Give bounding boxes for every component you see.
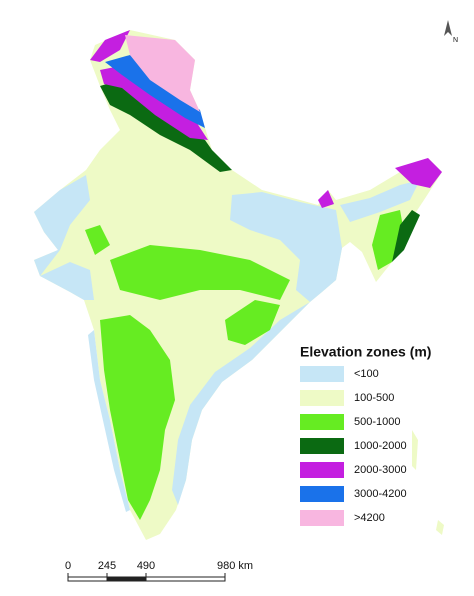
north-arrow	[444, 20, 452, 36]
upland-central	[110, 245, 290, 300]
scale-label: 245	[98, 560, 116, 572]
lowland-west-coast	[88, 330, 130, 512]
legend-label: 500-1000	[354, 416, 401, 428]
legend-swatch	[300, 390, 344, 406]
scale-bar: 0 245 490 980 km	[65, 560, 253, 582]
legend: <100 100-500 500-1000 1000-2000 2000-3000 300…	[300, 366, 407, 526]
scale-label: 0	[65, 560, 71, 572]
kashmir-west	[90, 30, 130, 62]
upland-deccan	[100, 315, 175, 520]
legend-label: 2000-3000	[354, 464, 407, 476]
north-label: N	[453, 37, 458, 44]
upland-east	[225, 300, 280, 345]
legend-swatch	[300, 438, 344, 454]
scale-label: 980 km	[217, 560, 253, 572]
lowland-east-coast	[172, 302, 310, 505]
legend-label: 100-500	[354, 392, 394, 404]
legend-swatch	[300, 414, 344, 430]
scale-label: 490	[137, 560, 155, 572]
upland-northeast	[372, 210, 404, 270]
lowland-west	[34, 175, 90, 276]
northeast-hills	[392, 210, 420, 262]
legend-swatch	[300, 462, 344, 478]
scale-bar-segment	[107, 577, 146, 581]
andaman-islands	[412, 430, 444, 535]
lowland-ganga	[230, 192, 342, 302]
legend-swatch	[300, 510, 344, 526]
himalaya-mid	[100, 65, 208, 140]
himalaya-high	[105, 55, 205, 128]
legend-label: <100	[354, 368, 379, 380]
himalaya-foothills	[100, 80, 232, 172]
legend-title: Elevation zones (m)	[300, 344, 431, 360]
legend-swatch	[300, 366, 344, 382]
legend-label: 3000-4200	[354, 488, 407, 500]
lowland-assam	[340, 180, 420, 222]
upland-aravalli	[85, 225, 110, 255]
lowland-gujarat	[40, 262, 94, 300]
arunachal	[395, 158, 442, 188]
legend-label: >4200	[354, 512, 385, 524]
legend-swatch	[300, 486, 344, 502]
legend-label: 1000-2000	[354, 440, 407, 452]
sikkim	[318, 190, 334, 208]
himalaya-peak	[125, 35, 200, 112]
